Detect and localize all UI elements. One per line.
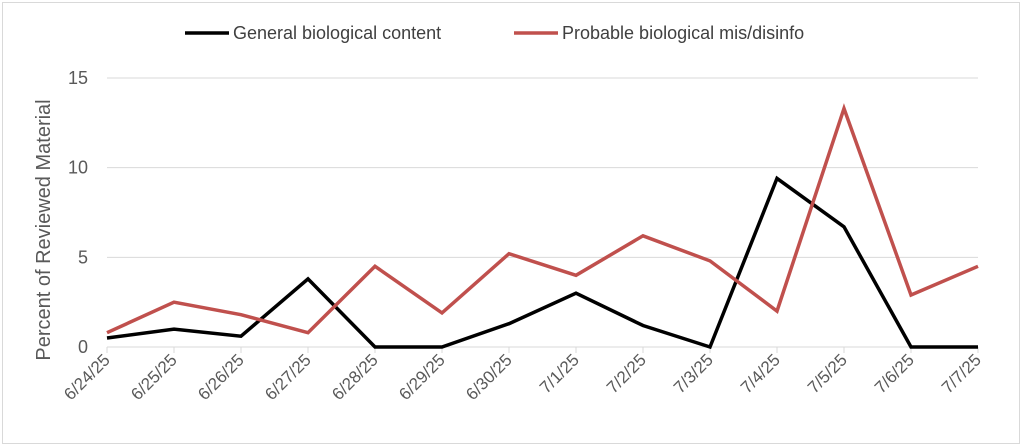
x-tick-label: 7/7/25 — [938, 350, 985, 397]
series-line-1 — [106, 103, 979, 335]
x-tick-label: 6/30/25 — [462, 350, 516, 404]
x-tick-label: 7/2/25 — [603, 350, 650, 397]
gridlines — [107, 77, 978, 258]
series-lines — [106, 103, 979, 350]
x-tick-label: 7/6/25 — [871, 350, 918, 397]
legend-label: Probable biological mis/disinfo — [562, 23, 804, 43]
x-tick-label: 7/3/25 — [670, 350, 717, 397]
series-line-0 — [106, 175, 978, 350]
y-tick-label: 5 — [78, 247, 88, 267]
y-tick-label: 10 — [68, 158, 88, 178]
y-tick-label: 0 — [78, 337, 88, 357]
y-axis-title: Percent of Reviewed Material — [33, 99, 55, 360]
x-tick-label: 6/25/25 — [127, 350, 181, 404]
x-tick-label: 6/29/25 — [395, 350, 449, 404]
x-tick-label: 6/24/25 — [60, 350, 114, 404]
y-tick-label: 15 — [68, 68, 88, 88]
legend-label: General biological content — [233, 23, 441, 43]
x-tick-label: 6/28/25 — [328, 350, 382, 404]
x-axis: 6/24/25 6/25/25 6/26/25 6/27/25 6/28/25 6/29/… — [60, 346, 985, 404]
y-axis-ticks: 0 5 10 15 — [68, 68, 88, 357]
x-tick-label: 7/1/25 — [536, 350, 583, 397]
legend: General biological content Probable biolo… — [185, 23, 804, 43]
x-tick-label: 6/27/25 — [261, 350, 315, 404]
x-tick-label: 6/26/25 — [194, 350, 248, 404]
x-tick-label: 7/5/25 — [804, 350, 851, 397]
x-tick-label: 7/4/25 — [737, 350, 784, 397]
